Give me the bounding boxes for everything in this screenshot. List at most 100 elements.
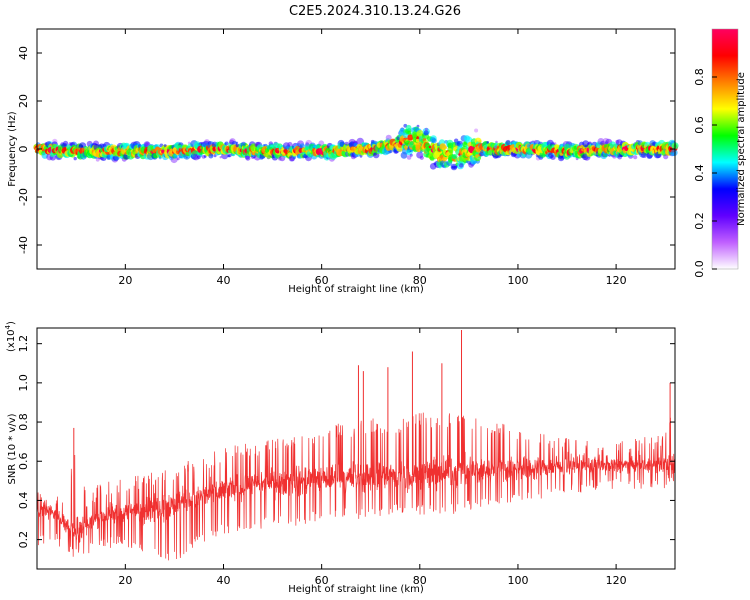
heatmap-cell bbox=[407, 135, 414, 141]
heatmap-cell bbox=[420, 150, 423, 153]
heatmap-cell bbox=[217, 151, 221, 155]
heatmap-cell bbox=[196, 155, 201, 160]
heatmap-cell bbox=[449, 149, 454, 154]
spectrogram-y-tick-label: -20 bbox=[17, 188, 30, 206]
heatmap-cell bbox=[486, 141, 490, 144]
spectrogram-heatmap bbox=[33, 123, 679, 171]
spectrogram-y-label: Frequency (Hz) bbox=[7, 111, 18, 187]
heatmap-cell bbox=[63, 144, 66, 147]
snr-x-label: Height of straight line (km) bbox=[288, 584, 424, 595]
heatmap-cell bbox=[158, 156, 162, 160]
snr-y-ticks: 0.2 0.4 0.6 0.8 1.0 1.2 bbox=[17, 335, 675, 548]
colorbar-ticks: 0.0 0.2 0.4 0.6 0.8 bbox=[693, 68, 717, 278]
heatmap-cell bbox=[591, 153, 594, 156]
heatmap-cell bbox=[224, 141, 229, 146]
heatmap-cell bbox=[431, 138, 437, 144]
heatmap-cell bbox=[534, 139, 538, 143]
heatmap-cell bbox=[409, 141, 414, 146]
heatmap-cell bbox=[409, 153, 413, 157]
snr-y-tick-label: 0.6 bbox=[17, 452, 30, 470]
snr-x-ticks: 20 40 60 80 100 120 bbox=[118, 328, 627, 587]
spectrogram-x-tick-label: 40 bbox=[216, 274, 230, 287]
snr-x-tick-label: 100 bbox=[507, 574, 528, 587]
snr-panel: 20 40 60 80 100 120 0.2 0.4 0.6 0.8 1.0 1.2 Height… bbox=[4, 321, 676, 595]
heatmap-cell bbox=[176, 157, 180, 161]
heatmap-cell bbox=[424, 127, 428, 131]
spectrogram-x-tick-label: 100 bbox=[507, 274, 528, 287]
heatmap-cell bbox=[458, 163, 464, 168]
heatmap-cell bbox=[385, 134, 392, 141]
heatmap-cell bbox=[416, 151, 424, 159]
heatmap-cell bbox=[444, 146, 448, 149]
colorbar-gradient bbox=[712, 29, 738, 269]
heatmap-cell bbox=[353, 142, 358, 147]
heatmap-cell bbox=[419, 155, 424, 160]
heatmap-cell bbox=[207, 141, 212, 145]
snr-x-tick-label: 80 bbox=[413, 574, 427, 587]
spectrogram-y-ticks: -40 -20 0 20 40 bbox=[17, 46, 675, 254]
heatmap-cell bbox=[407, 149, 411, 153]
chart-title: C2E5.2024.310.13.24.G26 bbox=[289, 4, 461, 19]
heatmap-cell bbox=[227, 153, 232, 158]
heatmap-cell bbox=[548, 152, 554, 159]
heatmap-cell bbox=[359, 154, 363, 158]
heatmap-cell bbox=[174, 155, 177, 159]
snr-multiplier: (x104) bbox=[4, 321, 17, 352]
heatmap-cell bbox=[473, 143, 476, 147]
snr-series-layer bbox=[36, 329, 676, 561]
heatmap-cell bbox=[505, 139, 511, 146]
colorbar-label: Normalized spectral amplitude bbox=[736, 72, 747, 226]
spectrogram-y-tick-label: 40 bbox=[17, 46, 30, 60]
heatmap-cell bbox=[299, 145, 303, 149]
heatmap-cell bbox=[475, 154, 479, 158]
colorbar: 0.0 0.2 0.4 0.6 0.8 Normalized spectral ampl… bbox=[693, 28, 747, 278]
spectrogram-x-tick-label: 120 bbox=[606, 274, 627, 287]
spectrogram-y-tick-label: 20 bbox=[17, 94, 30, 108]
snr-y-tick-label: 0.2 bbox=[17, 531, 30, 549]
colorbar-tick-label: 0.4 bbox=[693, 164, 706, 182]
snr-y-label: SNR (10 * v/v) bbox=[7, 413, 18, 484]
colorbar-tick-label: 0.6 bbox=[693, 116, 706, 134]
spectrogram-x-tick-label: 80 bbox=[413, 274, 427, 287]
heatmap-cell bbox=[407, 130, 412, 135]
heatmap-cell bbox=[451, 154, 457, 160]
heatmap-cell bbox=[213, 154, 217, 158]
heatmap-cell bbox=[208, 153, 214, 159]
heatmap-cell bbox=[235, 141, 239, 144]
heatmap-cell bbox=[73, 156, 77, 161]
spectrogram-x-label: Height of straight line (km) bbox=[288, 284, 424, 295]
colorbar-frame bbox=[711, 28, 739, 270]
spectrogram-y-tick-label: -40 bbox=[17, 236, 30, 254]
colorbar-tick-label: 0.0 bbox=[693, 260, 706, 278]
heatmap-cell bbox=[344, 141, 349, 146]
heatmap-cell bbox=[423, 130, 429, 136]
heatmap-cell bbox=[553, 142, 557, 145]
heatmap-cell bbox=[405, 124, 412, 131]
heatmap-cell bbox=[558, 155, 565, 162]
spectrogram-x-ticks: 20 40 60 80 100 120 bbox=[118, 29, 627, 287]
spectrogram-x-tick-label: 60 bbox=[315, 274, 329, 287]
snr-x-tick-label: 120 bbox=[606, 574, 627, 587]
heatmap-cell bbox=[633, 155, 638, 160]
colorbar-tick-label: 0.2 bbox=[693, 212, 706, 230]
snr-x-tick-label: 40 bbox=[216, 574, 230, 587]
heatmap-cell bbox=[663, 154, 669, 160]
colorbar-tick-label: 0.8 bbox=[693, 68, 706, 86]
snr-frame bbox=[36, 327, 676, 570]
heatmap-cell bbox=[415, 138, 420, 143]
snr-multiplier-label: (x104) bbox=[4, 321, 17, 352]
heatmap-cell bbox=[428, 145, 432, 149]
heatmap-cell bbox=[670, 149, 678, 157]
heatmap-cell bbox=[203, 155, 207, 158]
snr-x-tick-label: 60 bbox=[315, 574, 329, 587]
heatmap-cell bbox=[80, 145, 84, 148]
snr-y-tick-label: 1.0 bbox=[17, 374, 30, 392]
snr-y-tick-label: 0.8 bbox=[17, 413, 30, 431]
snr-x-tick-label: 20 bbox=[118, 574, 132, 587]
snr-series-line bbox=[36, 412, 676, 561]
snr-y-tick-label: 1.2 bbox=[17, 335, 30, 353]
heatmap-cell bbox=[451, 165, 454, 169]
heatmap-cell bbox=[287, 141, 293, 148]
snr-y-tick-label: 0.4 bbox=[17, 492, 30, 510]
heatmap-cell bbox=[242, 143, 246, 146]
